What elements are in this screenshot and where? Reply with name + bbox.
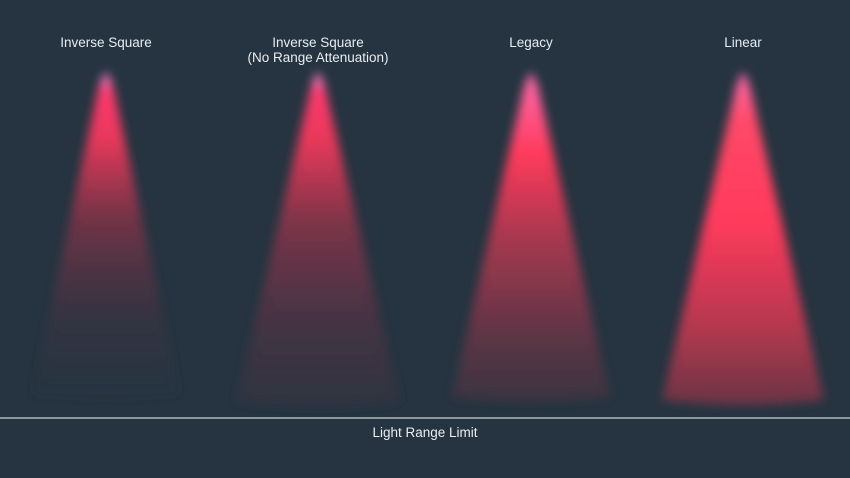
cone-title: Legacy xyxy=(509,35,553,50)
cone-inverse-square-no-range xyxy=(236,72,400,406)
cone-label: Inverse Square xyxy=(6,35,206,50)
cone-title: Inverse Square xyxy=(272,35,364,50)
cone-legacy xyxy=(452,72,610,401)
cone-label: Legacy xyxy=(431,35,631,50)
cone-linear xyxy=(662,72,824,405)
cone-subtitle: (No Range Attenuation) xyxy=(247,50,389,65)
range-limit-label: Light Range Limit xyxy=(372,425,478,440)
cone-label: Inverse Square (No Range Attenuation) xyxy=(218,35,418,65)
cone-label: Linear xyxy=(643,35,843,50)
cone-title: Linear xyxy=(724,35,762,50)
cone-inverse-square xyxy=(32,72,180,399)
range-limit-line xyxy=(0,417,850,419)
cone-title: Inverse Square xyxy=(60,35,152,50)
